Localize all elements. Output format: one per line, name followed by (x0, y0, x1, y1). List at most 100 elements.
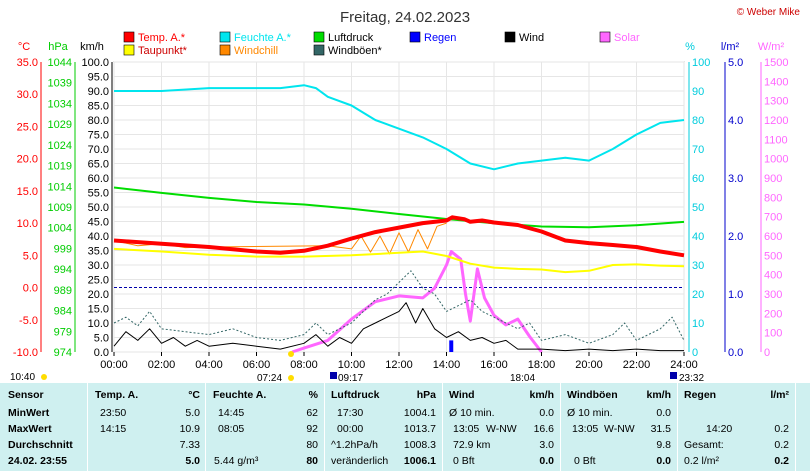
legend-label: Taupunkt* (138, 45, 188, 57)
press-tick-label: 979 (54, 326, 72, 338)
hum-tick-label: 30 (692, 260, 704, 272)
temp-tick-label: 25.0 (17, 121, 38, 133)
wind-tick-label: 35.0 (88, 246, 109, 258)
table-cell: Ø 10 min. (449, 407, 495, 419)
press-tick-label: 1044 (48, 57, 72, 69)
wind-tick-label: 10.0 (88, 318, 109, 330)
press-tick-label: 994 (54, 264, 72, 276)
x-tick-label: 08:00 (290, 359, 318, 371)
temp-tick-label: 0.0 (23, 283, 38, 295)
table-cell: 0.0 (539, 407, 554, 419)
series-line-feuchte-a (114, 84, 685, 171)
solar-tick-label: 700 (764, 212, 782, 224)
temp-unit-label: °C (18, 41, 30, 53)
wind-tick-label: 100.0 (81, 57, 109, 69)
header-hum-unit: % (308, 389, 318, 401)
header-rain-unit: l/m² (770, 389, 789, 401)
solar-tick-label: 600 (764, 231, 782, 243)
hum-tick-label: 60 (692, 173, 704, 185)
x-tick-label: 04:00 (195, 359, 223, 371)
solar-tick-label: 500 (764, 250, 782, 262)
moonrise-time: 09:17 (338, 373, 363, 383)
press-tick-label: 1004 (48, 223, 72, 235)
series-line-taupunkt (113, 247, 685, 274)
temp-tick-label: 20.0 (17, 154, 38, 166)
solar-tick-label: 1500 (764, 57, 788, 69)
solar-tick-label: 1400 (764, 76, 788, 88)
row-label-max: MaxWert (8, 423, 52, 435)
x-tick-label: 24:00 (670, 359, 698, 371)
temp-tick-label: 30.0 (17, 89, 38, 101)
hum-tick-label: 20 (692, 289, 704, 301)
sun-moon-info: 10:40 07:24 09:17 18:04 23:32 (10, 351, 704, 383)
wind-tick-label: 25.0 (88, 275, 109, 287)
press-tick-label: 1039 (48, 78, 72, 90)
table-cell: 5.44 g/m³ (214, 455, 259, 467)
sun-icon (41, 374, 47, 380)
table-cell: 13:05 (453, 423, 480, 435)
table-cell: 92 (306, 423, 318, 435)
row-label-current: 24.02. 23:55 (8, 455, 67, 467)
x-tick-label: 18:00 (528, 359, 556, 371)
table-cell: 0.2 l/m² (684, 455, 720, 467)
table-cell: 5.0 (185, 407, 200, 419)
x-tick-label: 12:00 (385, 359, 413, 371)
legend-label: Windböen* (328, 45, 383, 57)
x-tick-label: 10:00 (338, 359, 366, 371)
temp-tick-label: 15.0 (17, 186, 38, 198)
x-tick-label: 22:00 (623, 359, 651, 371)
table-cell: 62 (306, 407, 318, 419)
solar-unit-label: W/m² (758, 41, 785, 53)
wind-tick-label: 5.0 (94, 333, 109, 345)
solar-tick-label: 100 (764, 328, 782, 340)
series-line-wind (113, 302, 684, 352)
header-sensor: Sensor (8, 389, 44, 401)
wind-tick-label: 40.0 (88, 231, 109, 243)
table-cell: 0.2 (774, 455, 789, 467)
legend-swatch (313, 44, 325, 56)
solar-tick-label: 1300 (764, 96, 788, 108)
legend-label: Temp. A.* (138, 32, 186, 44)
table-cell: 72.9 km (453, 439, 491, 451)
table-cell: 14:15 (100, 423, 127, 435)
wind-tick-label: 95.0 (88, 72, 109, 84)
press-tick-label: 1009 (48, 202, 72, 214)
hum-tick-label: 70 (692, 144, 704, 156)
copyright-text: © Weber Mike (737, 7, 801, 18)
hum-tick-label: 80 (692, 115, 704, 127)
hum-tick-label: 10 (692, 318, 704, 330)
legend-label: Windchill (234, 45, 278, 57)
x-tick-label: 14:00 (433, 359, 461, 371)
plot-area (113, 61, 685, 354)
table-cell: 00:00 (337, 423, 364, 435)
temp-tick-label: 10.0 (17, 218, 38, 230)
table-cell: W-NW (486, 423, 517, 435)
press-tick-label: 974 (54, 347, 72, 359)
header-press-unit: hPa (416, 389, 436, 401)
table-cell: 31.5 (650, 423, 671, 435)
legend-swatch (504, 31, 516, 43)
rain-tick-label: 2.0 (728, 231, 743, 243)
legend-swatch (123, 44, 135, 56)
wind-tick-label: 30.0 (88, 260, 109, 272)
table-cell: ^1.2hPa/h (331, 439, 378, 451)
moonset-time: 23:32 (679, 373, 704, 383)
table-cell: 1013.7 (403, 423, 436, 435)
rain-tick-label: 4.0 (728, 115, 743, 127)
x-tick-label: 06:00 (243, 359, 271, 371)
hum-tick-label: 50 (692, 202, 704, 214)
wind-tick-label: 60.0 (88, 173, 109, 185)
press-tick-label: 999 (54, 243, 72, 255)
statistics-table: Sensor Temp. A. °C Feuchte A. % Luftdruc… (0, 383, 810, 471)
legend-label: Solar (614, 32, 640, 44)
temp-tick-label: 5.0 (23, 250, 38, 262)
legend-label: Luftdruck (328, 32, 374, 44)
table-cell: 23:50 (100, 407, 127, 419)
x-tick-label: 16:00 (480, 359, 508, 371)
press-tick-label: 989 (54, 285, 72, 297)
solar-tick-label: 300 (764, 289, 782, 301)
wind-tick-label: 85.0 (88, 101, 109, 113)
table-cell: 1008.3 (403, 439, 436, 451)
solar-tick-label: 1000 (764, 154, 788, 166)
legend-swatch (599, 31, 611, 43)
